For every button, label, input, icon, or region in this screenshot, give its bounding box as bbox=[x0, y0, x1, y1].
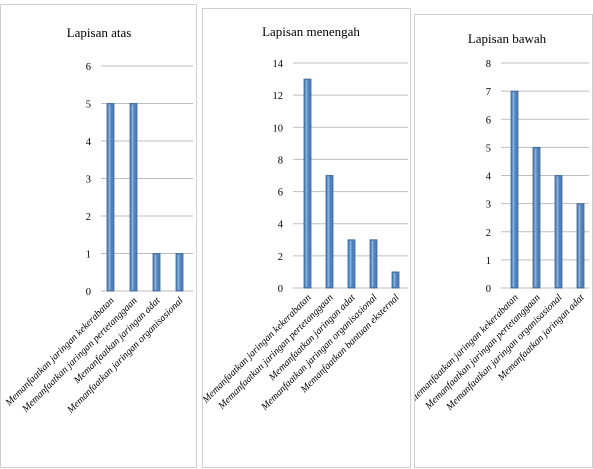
y-tick-label: 0 bbox=[486, 284, 491, 295]
y-tick-label: 0 bbox=[86, 287, 91, 298]
bar bbox=[325, 175, 334, 289]
chart-panel-lapisan-atas: Lapisan atas 0 1 2 3 4 5 6 Memanfaatkan jaringan… bbox=[0, 4, 197, 468]
y-tick-label: 4 bbox=[278, 220, 284, 231]
y-tick-label: 2 bbox=[486, 228, 491, 239]
bar bbox=[347, 239, 356, 289]
bar bbox=[106, 103, 115, 292]
y-tick-label: 1 bbox=[86, 250, 91, 261]
y-tick-label: 7 bbox=[486, 87, 491, 98]
y-tick-label: 4 bbox=[86, 137, 92, 148]
y-tick-label: 2 bbox=[278, 252, 283, 263]
y-tick-label: 14 bbox=[273, 59, 284, 70]
bar bbox=[576, 203, 585, 289]
y-tick-label: 10 bbox=[273, 123, 284, 134]
y-tick-label: 8 bbox=[278, 155, 283, 166]
bar bbox=[152, 253, 161, 292]
chart-title: Lapisan bawah bbox=[468, 31, 547, 46]
chart-panel-lapisan-menengah: Lapisan menengah 0 2 4 6 8 10 12 14 Memanfaatkan … bbox=[202, 8, 411, 468]
y-tick-label: 1 bbox=[486, 256, 491, 267]
y-tick-label: 5 bbox=[486, 143, 491, 154]
y-tick-label: 3 bbox=[486, 200, 491, 211]
chart-title: Lapisan menengah bbox=[262, 24, 360, 39]
bar bbox=[510, 90, 519, 289]
bar bbox=[532, 146, 541, 289]
bar bbox=[391, 271, 400, 289]
y-tick-label: 3 bbox=[86, 175, 91, 186]
y-tick-label: 12 bbox=[273, 91, 284, 102]
y-tick-label: 0 bbox=[278, 284, 283, 295]
bar bbox=[129, 103, 138, 292]
bar bbox=[303, 78, 312, 289]
y-tick-label: 4 bbox=[486, 172, 492, 183]
y-tick-label: 5 bbox=[86, 100, 91, 111]
chart-panel-lapisan-bawah: Lapisan bawah 0 1 2 3 4 5 6 7 8 Memanfaatkan jarin… bbox=[414, 14, 593, 468]
y-tick-label: 6 bbox=[278, 188, 283, 199]
y-tick-label: 8 bbox=[486, 59, 491, 70]
bar bbox=[175, 253, 184, 292]
y-tick-label: 2 bbox=[86, 212, 91, 223]
bar bbox=[369, 239, 378, 289]
bar bbox=[554, 175, 563, 289]
y-tick-label: 6 bbox=[86, 62, 91, 73]
chart-title: Lapisan atas bbox=[67, 25, 132, 40]
y-tick-label: 6 bbox=[486, 115, 491, 126]
chart-lapisan-menengah: Lapisan menengah 0 2 4 6 8 10 12 14 Memanfaatkan … bbox=[203, 24, 408, 413]
x-category-label: Memanfaatkan jaringan adat bbox=[266, 292, 358, 384]
